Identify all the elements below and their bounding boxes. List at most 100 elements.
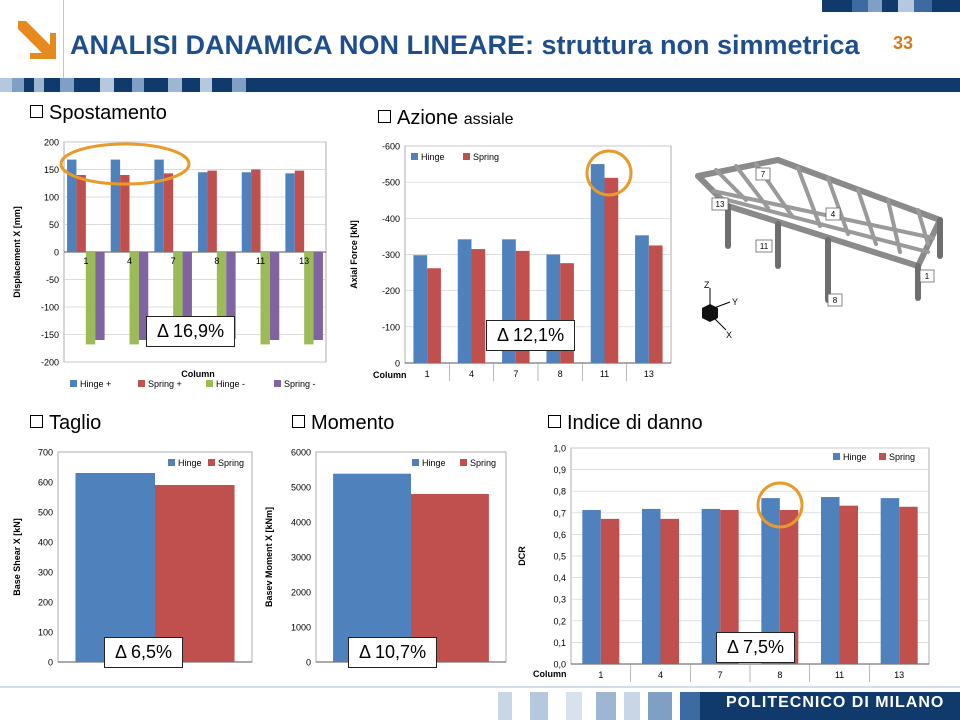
- x-tick-label: 4: [469, 369, 474, 379]
- x-tick-label: 13: [644, 369, 654, 379]
- chart-displacement: 200 150 100 50 0 -50 -100 -150 -200 1 4 7 8 11 13 Displ…: [12, 138, 327, 389]
- bar-spring--11: [251, 169, 261, 252]
- y-tick-label: -500: [382, 178, 400, 188]
- delta-spostamento: Δ 16,9%: [146, 316, 236, 347]
- y-tick-label: -600: [382, 142, 400, 152]
- bar-hinge--4: [110, 159, 121, 252]
- checkbox-icon: [30, 105, 43, 118]
- bar-hinge--7: [173, 252, 183, 345]
- y-tick-label: 400: [38, 538, 53, 548]
- section-taglio-label: Taglio: [49, 412, 102, 434]
- legend-label: Spring: [473, 152, 499, 162]
- y-axis-label: Basev Moment X [kNm]: [264, 507, 274, 607]
- y-axis-label: Base Shear X [kN]: [12, 518, 22, 596]
- x-tick-label: 11: [256, 256, 265, 266]
- bar-spring-13: [899, 506, 918, 664]
- bar-spring-4: [471, 249, 486, 363]
- chart-base-moment: 6000 5000 4000 3000 2000 1000 0 Basev Moment X …: [264, 448, 507, 668]
- bar-hinge--13: [285, 173, 295, 252]
- bar-hinge--11: [260, 252, 270, 345]
- y-tick-label: 2000: [291, 588, 311, 598]
- y-tick-label: 0,4: [553, 573, 566, 583]
- y-tick-label: 0,5: [553, 552, 566, 562]
- legend-label: Hinge -: [216, 379, 245, 389]
- legend-swatch: [412, 459, 419, 466]
- y-tick-label: 1,0: [553, 444, 566, 454]
- structure-3d-model: 7 13 4 11 1 8 Z Y X: [695, 157, 943, 340]
- y-tick-label: 6000: [291, 448, 311, 458]
- delta-taglio: Δ 6,5%: [104, 637, 184, 668]
- bar-hinge--4: [129, 252, 139, 345]
- y-tick-label: 0,9: [553, 465, 566, 475]
- y-tick-label: -50: [46, 275, 59, 285]
- bar-spring--1: [76, 175, 86, 252]
- svg-text:Z: Z: [704, 280, 710, 290]
- bar-spring--8: [226, 252, 236, 339]
- x-tick-label: 11: [835, 670, 844, 680]
- page-number: 33: [893, 33, 914, 53]
- y-tick-label: -300: [382, 250, 400, 260]
- footer-institution: POLITECNICO DI MILANO: [726, 694, 945, 711]
- x-tick-label: 1: [83, 256, 88, 266]
- section-taglio: Taglio: [30, 412, 101, 435]
- bar-hinge-1: [582, 509, 601, 664]
- y-tick-label: 3000: [291, 553, 311, 563]
- chart-base-shear: 700 600 500 400 300 200 100 0 Base Shear X [kN] H…: [12, 448, 253, 668]
- y-tick-label: -100: [41, 303, 59, 313]
- legend-label: Hinge: [422, 458, 446, 468]
- x-tick-label: 11: [600, 369, 609, 379]
- section-momento: Momento: [292, 412, 394, 435]
- bar-hinge-4: [457, 239, 472, 363]
- bar-hinge-7: [701, 508, 721, 664]
- y-tick-label: 0,0: [553, 660, 566, 670]
- bar-spring-4: [660, 518, 679, 664]
- y-tick-label: -100: [382, 322, 400, 332]
- x-axis-label: Column: [533, 669, 567, 679]
- bar-spring--13: [294, 170, 305, 252]
- y-tick-label: 200: [38, 598, 53, 608]
- bar-spring--1: [95, 252, 105, 340]
- y-tick-label: 500: [38, 508, 53, 518]
- chart-axial-force: -600 -500 -400 -300 -200 -100 0 1 4 7 8 11 13 Axial F…: [349, 142, 672, 381]
- y-tick-label: 0: [48, 658, 53, 668]
- legend-swatch: [879, 453, 886, 460]
- y-tick-label: -200: [41, 358, 59, 368]
- x-axis-label: Column: [181, 369, 215, 379]
- y-axis-label: Axial Force [kN]: [349, 220, 359, 289]
- bar-hinge--8: [216, 252, 227, 340]
- x-tick-label: 8: [558, 369, 563, 379]
- y-tick-label: 0,1: [553, 638, 566, 648]
- bar-spring--4: [138, 252, 149, 340]
- svg-text:X: X: [726, 330, 732, 340]
- header-decoration-top: [822, 0, 960, 12]
- y-axis-label: DCR: [517, 546, 527, 566]
- bar-hinge--7: [154, 159, 164, 252]
- y-tick-label: 150: [44, 165, 59, 175]
- x-tick-label: 4: [127, 256, 132, 266]
- bar-spring--13: [313, 252, 323, 340]
- bar-hinge-8: [761, 498, 780, 664]
- y-tick-label: 300: [38, 568, 53, 578]
- model-label-7: 7: [755, 167, 771, 181]
- legend-swatch: [138, 380, 145, 387]
- model-label-11: 11: [755, 239, 773, 253]
- highlight-ellipse-spostamento: [59, 142, 191, 186]
- y-tick-label: 100: [44, 193, 59, 203]
- axis-triad-icon: Z Y X: [702, 280, 738, 340]
- section-azione-label: Azione: [397, 107, 459, 129]
- svg-text:1: 1: [925, 272, 930, 281]
- legend-swatch: [460, 459, 467, 466]
- svg-text:8: 8: [833, 296, 838, 305]
- y-tick-label: -400: [382, 214, 400, 224]
- bar-spring-11: [604, 177, 619, 363]
- section-indice-label: Indice di danno: [567, 412, 703, 434]
- legend-label: Hinge +: [80, 379, 111, 389]
- x-tick-label: 13: [894, 670, 904, 680]
- y-tick-label: 50: [49, 220, 59, 230]
- x-tick-label: 13: [299, 256, 309, 266]
- section-azione: Azione assiale: [378, 107, 514, 130]
- legend-label: Spring: [889, 452, 915, 462]
- model-label-1: 1: [919, 269, 935, 283]
- y-axis-label: Displacement X [mm]: [12, 206, 22, 298]
- model-label-4: 4: [825, 207, 841, 221]
